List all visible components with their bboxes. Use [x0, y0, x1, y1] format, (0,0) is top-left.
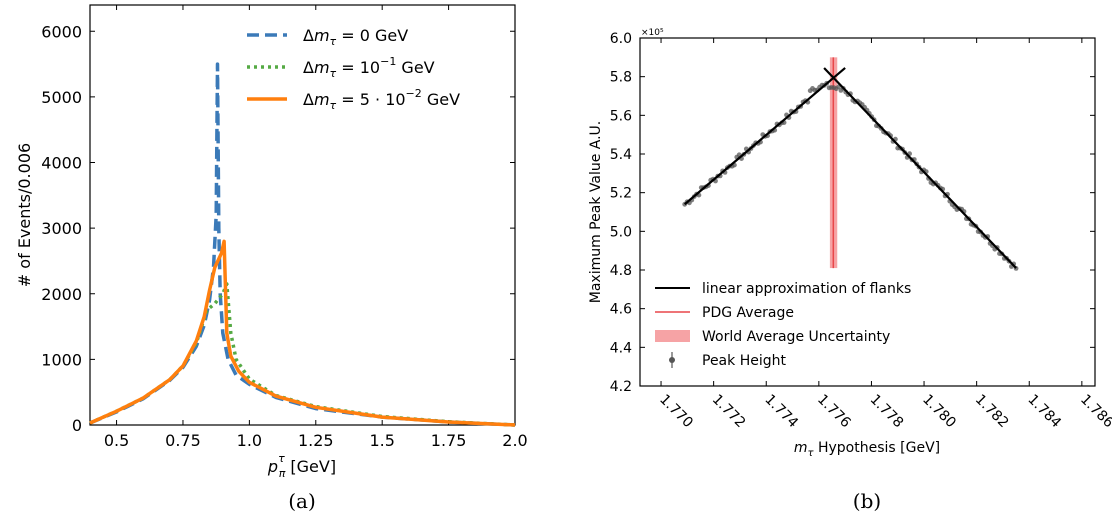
caption-a: (a) — [288, 489, 316, 513]
legend-swatch-point — [669, 357, 675, 363]
panel-a-y-tick-label: 1000 — [41, 350, 82, 369]
series-line-0 — [89, 62, 516, 427]
panel-a-x-tick-label: 1.5 — [369, 431, 394, 450]
peak-height-points — [682, 80, 1019, 271]
panel-b-x-tick-label: 1.784 — [1024, 392, 1064, 432]
panel-b-ticks: 1.770 1.772 1.774 1.776 1.778 1.780 1.782 1.784… — [610, 31, 1112, 431]
panel-b-y-tick-label: 5.4 — [610, 147, 632, 163]
legend-label-flanks: linear approximation of flanks — [702, 281, 911, 297]
panel-b-y-tick-label: 4.6 — [610, 302, 632, 318]
panel-b-frame — [639, 37, 1096, 387]
panel-b-y-tick-label: 6.0 — [610, 31, 632, 47]
panel-b-y-tick-label: 4.4 — [610, 340, 632, 356]
panel-a-ticks: 0.5 0.75 1.0 1.25 1.5 1.75 2.0 0 1000 2000 3000 400… — [41, 5, 528, 450]
panel-a-x-tick-label: 0.75 — [165, 431, 201, 450]
panel-a-x-tick-label: 0.5 — [104, 431, 129, 450]
panel-b-x-tick-label: 1.776 — [814, 392, 854, 432]
panel-b-y-tick-label: 5.0 — [610, 224, 632, 240]
legend-label-band: World Average Uncertainty — [702, 329, 890, 345]
legend-swatch-band — [655, 330, 690, 342]
panel-a-distribution: 0.5 0.75 1.0 1.25 1.5 1.75 2.0 0 1000 2000 3000 400… — [15, 4, 528, 513]
panel-a-x-tick-label: 1.75 — [431, 431, 467, 450]
panel-b-legend: linear approximation of flanks PDG Avera… — [655, 281, 911, 369]
panel-b-plot-area — [682, 57, 1019, 271]
panel-b-x-tick-label: 1.786 — [1077, 392, 1112, 432]
legend-label-dm0: Δmτ = 0 GeV — [303, 26, 408, 48]
panel-b-y-tick-label: 5.8 — [610, 70, 632, 86]
panel-b-x-tick-label: 1.774 — [761, 392, 801, 432]
panel-b-y-tick-label: 4.2 — [610, 379, 632, 395]
panel-a-y-axis-label: # of Events/0.006 — [15, 143, 34, 287]
panel-a-y-tick-label: 5000 — [41, 88, 82, 107]
panel-a-x-tick-label: 1.0 — [237, 431, 262, 450]
legend-label-points: Peak Height — [702, 353, 786, 369]
panel-a-x-tick-label: 2.0 — [502, 431, 527, 450]
panel-b-y-tick-label: 5.6 — [610, 108, 632, 124]
panel-b-x-tick-label: 1.782 — [972, 392, 1012, 432]
series-line-2 — [89, 239, 516, 427]
panel-a-y-tick-label: 3000 — [41, 219, 82, 238]
legend-label-dm1e-1: Δmτ = 10−1 GeV — [303, 55, 435, 80]
panel-a-x-tick-label: 1.25 — [298, 431, 334, 450]
panel-a-series — [89, 62, 516, 427]
panel-b-x-tick-label: 1.780 — [919, 392, 959, 432]
caption-b: (b) — [853, 489, 881, 513]
panel-b-y-tick-label: 4.8 — [610, 263, 632, 279]
legend-label-dm5e-2: Δmτ = 5 · 10−2 GeV — [303, 87, 460, 112]
panel-a-y-tick-label: 0 — [72, 416, 82, 435]
panel-b-peak-height: ×10⁵ 1.770 1.772 1.774 1.776 1.778 1.780 1.782… — [588, 28, 1112, 513]
flank-line-0 — [683, 67, 846, 206]
panel-b-y-multiplier: ×10⁵ — [641, 28, 664, 38]
panel-b-y-tick-label: 5.2 — [610, 186, 632, 202]
panel-a-frame — [89, 4, 516, 426]
panel-a-y-tick-label: 2000 — [41, 285, 82, 304]
panel-b-x-tick-label: 1.772 — [709, 392, 749, 432]
panel-a-y-tick-label: 4000 — [41, 154, 82, 173]
panel-b-x-tick-label: 1.770 — [656, 392, 696, 432]
panel-a-x-axis-label: pτ π [GeV] — [267, 452, 336, 480]
panel-b-x-axis-label: mτ Hypothesis [GeV] — [794, 440, 940, 459]
panel-a-y-tick-label: 6000 — [41, 22, 82, 41]
panel-a-legend: Δmτ = 0 GeV Δmτ = 10−1 GeV Δmτ = 5 · 10−… — [247, 26, 460, 112]
legend-label-pdg: PDG Average — [702, 305, 794, 321]
panel-b-x-tick-label: 1.778 — [867, 392, 907, 432]
panel-b-y-axis-label: Maximum Peak Value A.U. — [588, 121, 604, 304]
flank-line-1 — [823, 67, 1017, 269]
